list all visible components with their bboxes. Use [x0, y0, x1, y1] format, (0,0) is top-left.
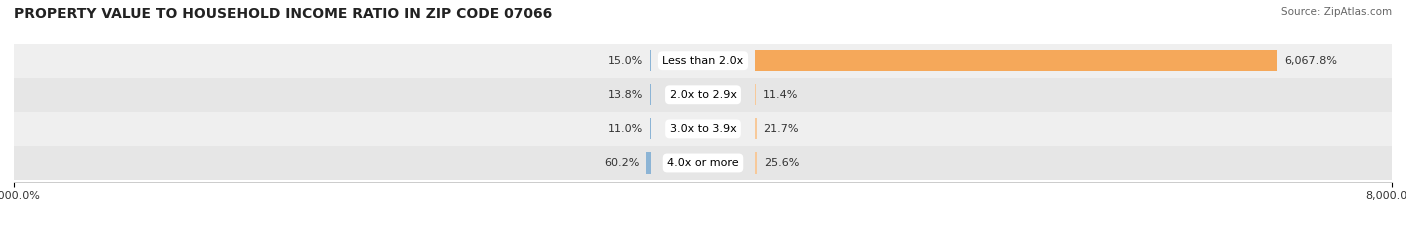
Text: PROPERTY VALUE TO HOUSEHOLD INCOME RATIO IN ZIP CODE 07066: PROPERTY VALUE TO HOUSEHOLD INCOME RATIO…	[14, 7, 553, 21]
Text: 11.4%: 11.4%	[762, 90, 799, 100]
Text: 6,067.8%: 6,067.8%	[1284, 56, 1337, 66]
Bar	[647, 152, 651, 174]
Bar	[755, 152, 756, 174]
Text: 25.6%: 25.6%	[763, 158, 799, 168]
Text: 4.0x or more: 4.0x or more	[668, 158, 738, 168]
Bar	[14, 146, 1392, 180]
Text: 2.0x to 2.9x: 2.0x to 2.9x	[669, 90, 737, 100]
Bar	[755, 50, 1277, 71]
Text: 21.7%: 21.7%	[763, 124, 799, 134]
Text: 15.0%: 15.0%	[607, 56, 643, 66]
Bar	[14, 44, 1392, 78]
Bar	[14, 78, 1392, 112]
Text: 13.8%: 13.8%	[607, 90, 644, 100]
Text: Less than 2.0x: Less than 2.0x	[662, 56, 744, 66]
Text: 11.0%: 11.0%	[609, 124, 644, 134]
Bar	[755, 118, 756, 140]
Text: 3.0x to 3.9x: 3.0x to 3.9x	[669, 124, 737, 134]
Text: 60.2%: 60.2%	[605, 158, 640, 168]
Text: Source: ZipAtlas.com: Source: ZipAtlas.com	[1281, 7, 1392, 17]
Bar	[14, 112, 1392, 146]
